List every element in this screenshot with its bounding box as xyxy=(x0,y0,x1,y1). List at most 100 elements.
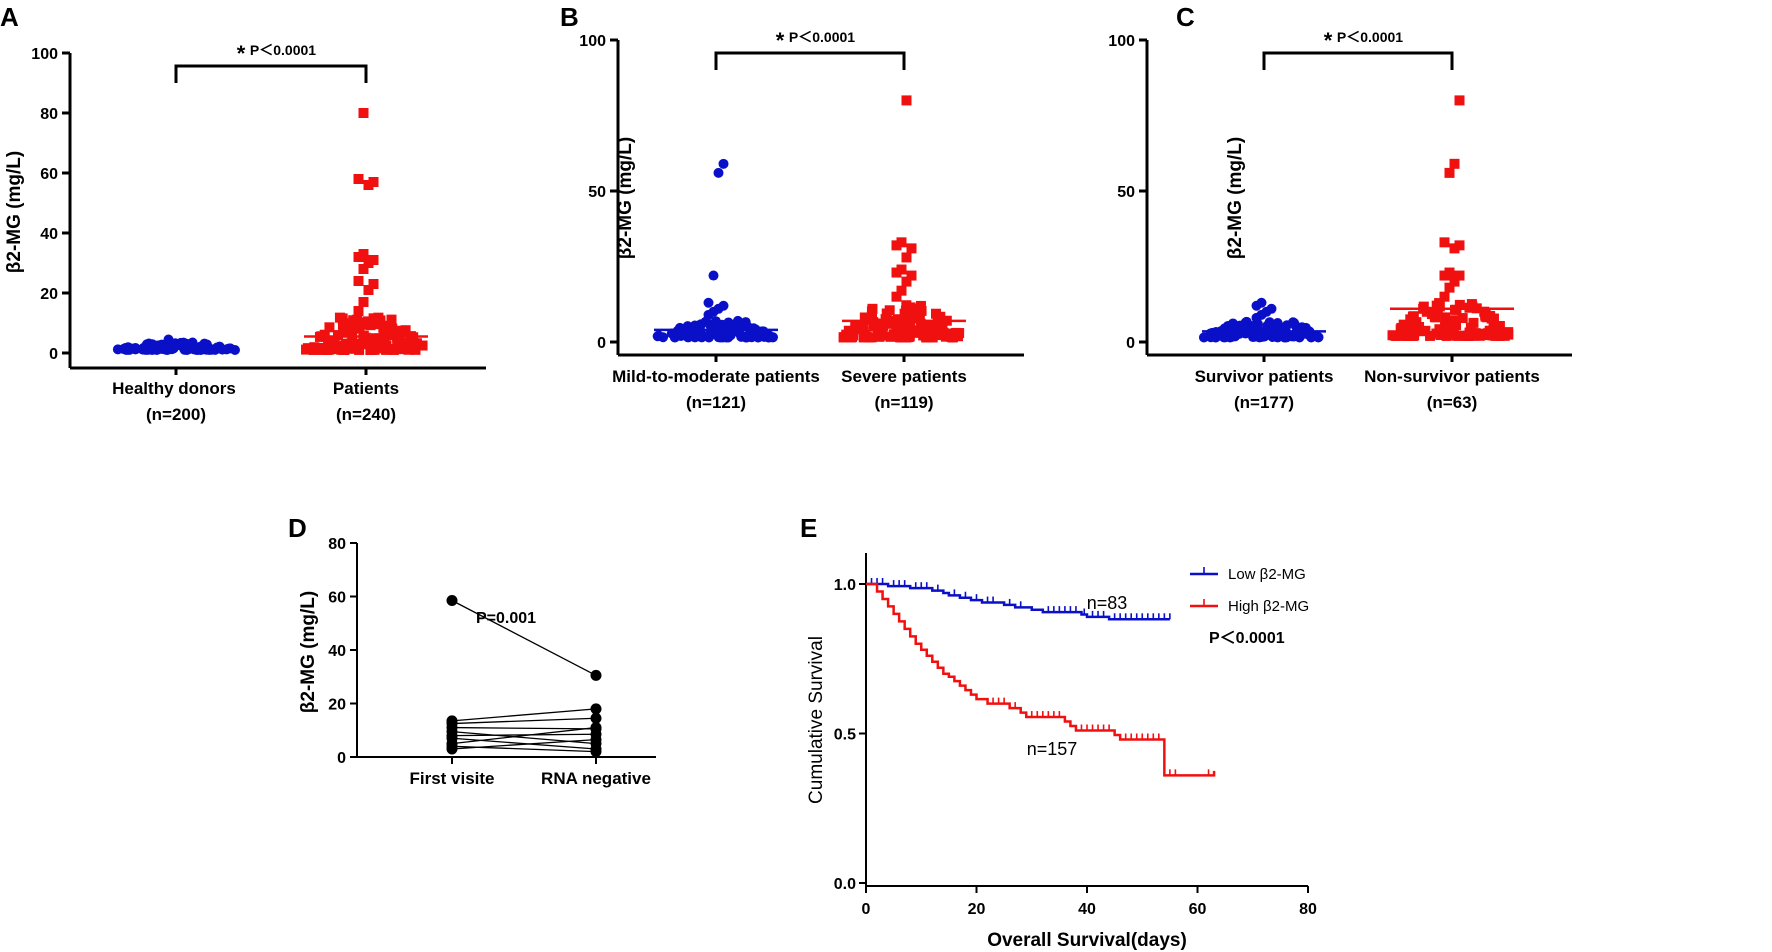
pair-point xyxy=(590,712,602,724)
x-tick-label: 60 xyxy=(1189,901,1207,918)
pair-line xyxy=(451,738,597,750)
data-point-outlier xyxy=(353,306,364,316)
category-n: (n=63) xyxy=(1427,393,1478,412)
data-point-outlier xyxy=(1454,240,1465,251)
panel-letter: D xyxy=(288,513,307,543)
y-axis-label: β2-MG (mg/L) xyxy=(1225,137,1246,259)
category-label: Survivor patients xyxy=(1195,367,1334,386)
data-point xyxy=(323,336,334,347)
data-point xyxy=(1425,330,1436,341)
pair-line xyxy=(451,726,597,745)
data-point xyxy=(846,332,857,343)
data-point xyxy=(1291,330,1302,341)
data-point xyxy=(1434,301,1445,312)
data-point xyxy=(880,314,891,325)
data-point xyxy=(1488,313,1499,324)
panel-a: Aβ2-MG (mg/L) 0 20 40 60 80 100 * P＜0.0001 Health… xyxy=(0,2,486,424)
pair-point xyxy=(590,669,602,681)
data-point xyxy=(1440,321,1451,332)
panel-letter: E xyxy=(800,513,817,543)
data-point-outlier xyxy=(896,285,907,296)
pair-point xyxy=(590,734,602,746)
data-point xyxy=(950,330,961,341)
y-tick-label: 20 xyxy=(328,697,346,714)
data-point xyxy=(368,313,379,324)
data-point xyxy=(338,326,349,337)
x-tick-label: 40 xyxy=(1078,901,1096,918)
category-label: Non-survivor patients xyxy=(1364,367,1540,386)
data-point xyxy=(1503,327,1514,338)
pair-line xyxy=(451,726,597,730)
data-point xyxy=(1429,311,1440,322)
data-point xyxy=(722,329,733,340)
data-point xyxy=(1463,330,1474,341)
data-point xyxy=(1240,324,1251,335)
data-point-outlier xyxy=(358,249,369,259)
data-point-outlier xyxy=(358,297,369,307)
data-point xyxy=(337,313,348,324)
data-point xyxy=(922,332,933,343)
data-point xyxy=(1443,327,1454,338)
n-label: n=157 xyxy=(1027,739,1078,759)
p-value: P＜0.0001 xyxy=(1209,630,1285,647)
data-point xyxy=(694,329,705,340)
data-point xyxy=(1408,311,1419,322)
data-point-outlier xyxy=(1454,95,1465,106)
data-point xyxy=(1387,330,1398,341)
data-point-outlier xyxy=(891,291,902,302)
significance-text: P＜0.0001 xyxy=(1337,29,1403,45)
x-tick-label: 80 xyxy=(1299,901,1317,918)
pair-line xyxy=(451,737,597,750)
data-point xyxy=(906,310,917,321)
data-point xyxy=(1409,330,1420,341)
data-point-outlier xyxy=(358,264,369,274)
data-point xyxy=(703,330,714,341)
data-point xyxy=(365,320,376,331)
data-point xyxy=(385,326,396,337)
y-tick-label: 80 xyxy=(328,536,346,553)
data-point xyxy=(887,318,898,329)
pair-point xyxy=(590,703,602,715)
category-label: Patients xyxy=(333,379,399,398)
data-point-outlier xyxy=(896,264,907,275)
data-point xyxy=(1395,324,1406,335)
data-point xyxy=(923,321,934,332)
data-point-outlier xyxy=(1444,267,1455,278)
data-point xyxy=(1448,315,1459,326)
data-point-outlier xyxy=(901,252,912,263)
category-label: RNA negative xyxy=(541,769,651,788)
data-point-outlier xyxy=(896,237,907,248)
data-point xyxy=(370,335,381,346)
data-point xyxy=(1227,318,1238,329)
panel-d: Dβ2-MG (mg/L) 0 20 40 60 80 First visite RNA ne… xyxy=(288,513,656,788)
data-point xyxy=(1490,330,1501,341)
y-tick-label: 0.0 xyxy=(834,876,856,893)
x-tick-label: 0 xyxy=(862,901,871,918)
data-point xyxy=(354,344,365,355)
category-label: Mild-to-moderate patients xyxy=(612,367,820,386)
data-point xyxy=(381,340,392,351)
data-point xyxy=(1205,332,1216,343)
data-point xyxy=(398,344,409,355)
survival-curve xyxy=(866,582,1216,777)
data-point-outlier xyxy=(708,270,719,281)
data-point xyxy=(347,321,358,332)
significance-text: P＜0.0001 xyxy=(789,29,855,45)
data-point xyxy=(752,332,763,343)
pair-line xyxy=(451,708,597,722)
data-point xyxy=(307,343,318,354)
data-point-outlier xyxy=(368,279,379,289)
y-tick-label: 80 xyxy=(40,106,58,123)
data-point xyxy=(1402,330,1413,341)
data-point-outlier xyxy=(368,177,379,187)
y-tick-label: 60 xyxy=(328,590,346,607)
pair-line xyxy=(451,717,597,725)
data-point xyxy=(1434,324,1445,335)
category-label: Severe patients xyxy=(841,367,967,386)
category-label: Healthy donors xyxy=(112,379,236,398)
data-point xyxy=(902,322,913,333)
data-point xyxy=(403,344,414,355)
data-point xyxy=(915,318,926,329)
data-point xyxy=(336,344,347,355)
